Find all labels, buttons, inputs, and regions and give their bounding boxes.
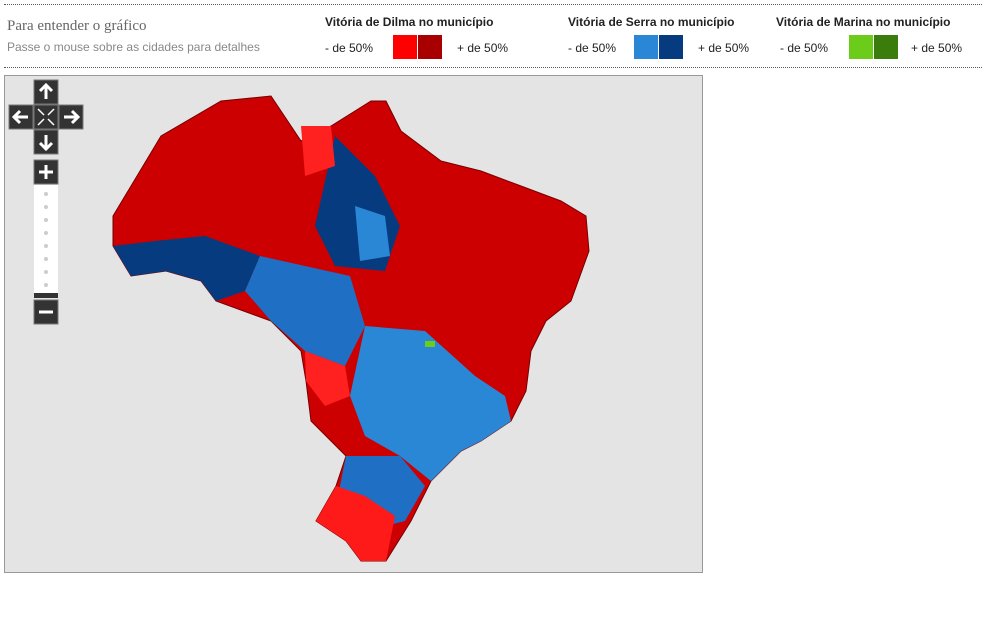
divider (4, 67, 982, 68)
map-region (113, 236, 260, 301)
map-region (316, 486, 395, 561)
legend-title: Vitória de Dilma no município (325, 15, 494, 29)
legend-swatch (874, 35, 898, 59)
legend-swatch (634, 35, 658, 59)
legend-swatch (393, 35, 417, 59)
legend-swatch (418, 35, 442, 59)
legend-low: - de 50% (325, 41, 374, 55)
map (112, 95, 590, 562)
map-region (305, 351, 350, 406)
map-region (425, 341, 435, 347)
zoom-reset[interactable] (33, 104, 59, 130)
legend-swatch (659, 35, 683, 59)
map-region (355, 206, 390, 261)
zoom-handle[interactable] (34, 293, 58, 298)
zoom-controls (8, 79, 84, 325)
legend-title: Vitória de Serra no município (568, 15, 735, 29)
legend-high: + de 50% (911, 41, 963, 55)
zoom-in[interactable] (33, 159, 59, 185)
legend-swatch (849, 35, 873, 59)
map-region (245, 256, 365, 366)
legend-high: + de 50% (698, 41, 750, 55)
legend-low: - de 50% (568, 41, 617, 55)
legend-high: + de 50% (457, 41, 509, 55)
map-region (301, 126, 335, 176)
legend-title: Vitória de Marina no município (776, 15, 951, 29)
subtitle: Passe o mouse sobre as cidades para deta… (7, 40, 260, 54)
zoom-slider[interactable] (34, 185, 58, 297)
divider (4, 4, 982, 5)
map-panel (4, 75, 703, 573)
legend-low: - de 50% (780, 41, 829, 55)
title: Para entender o gráfico (7, 18, 147, 34)
map-region (350, 326, 511, 481)
